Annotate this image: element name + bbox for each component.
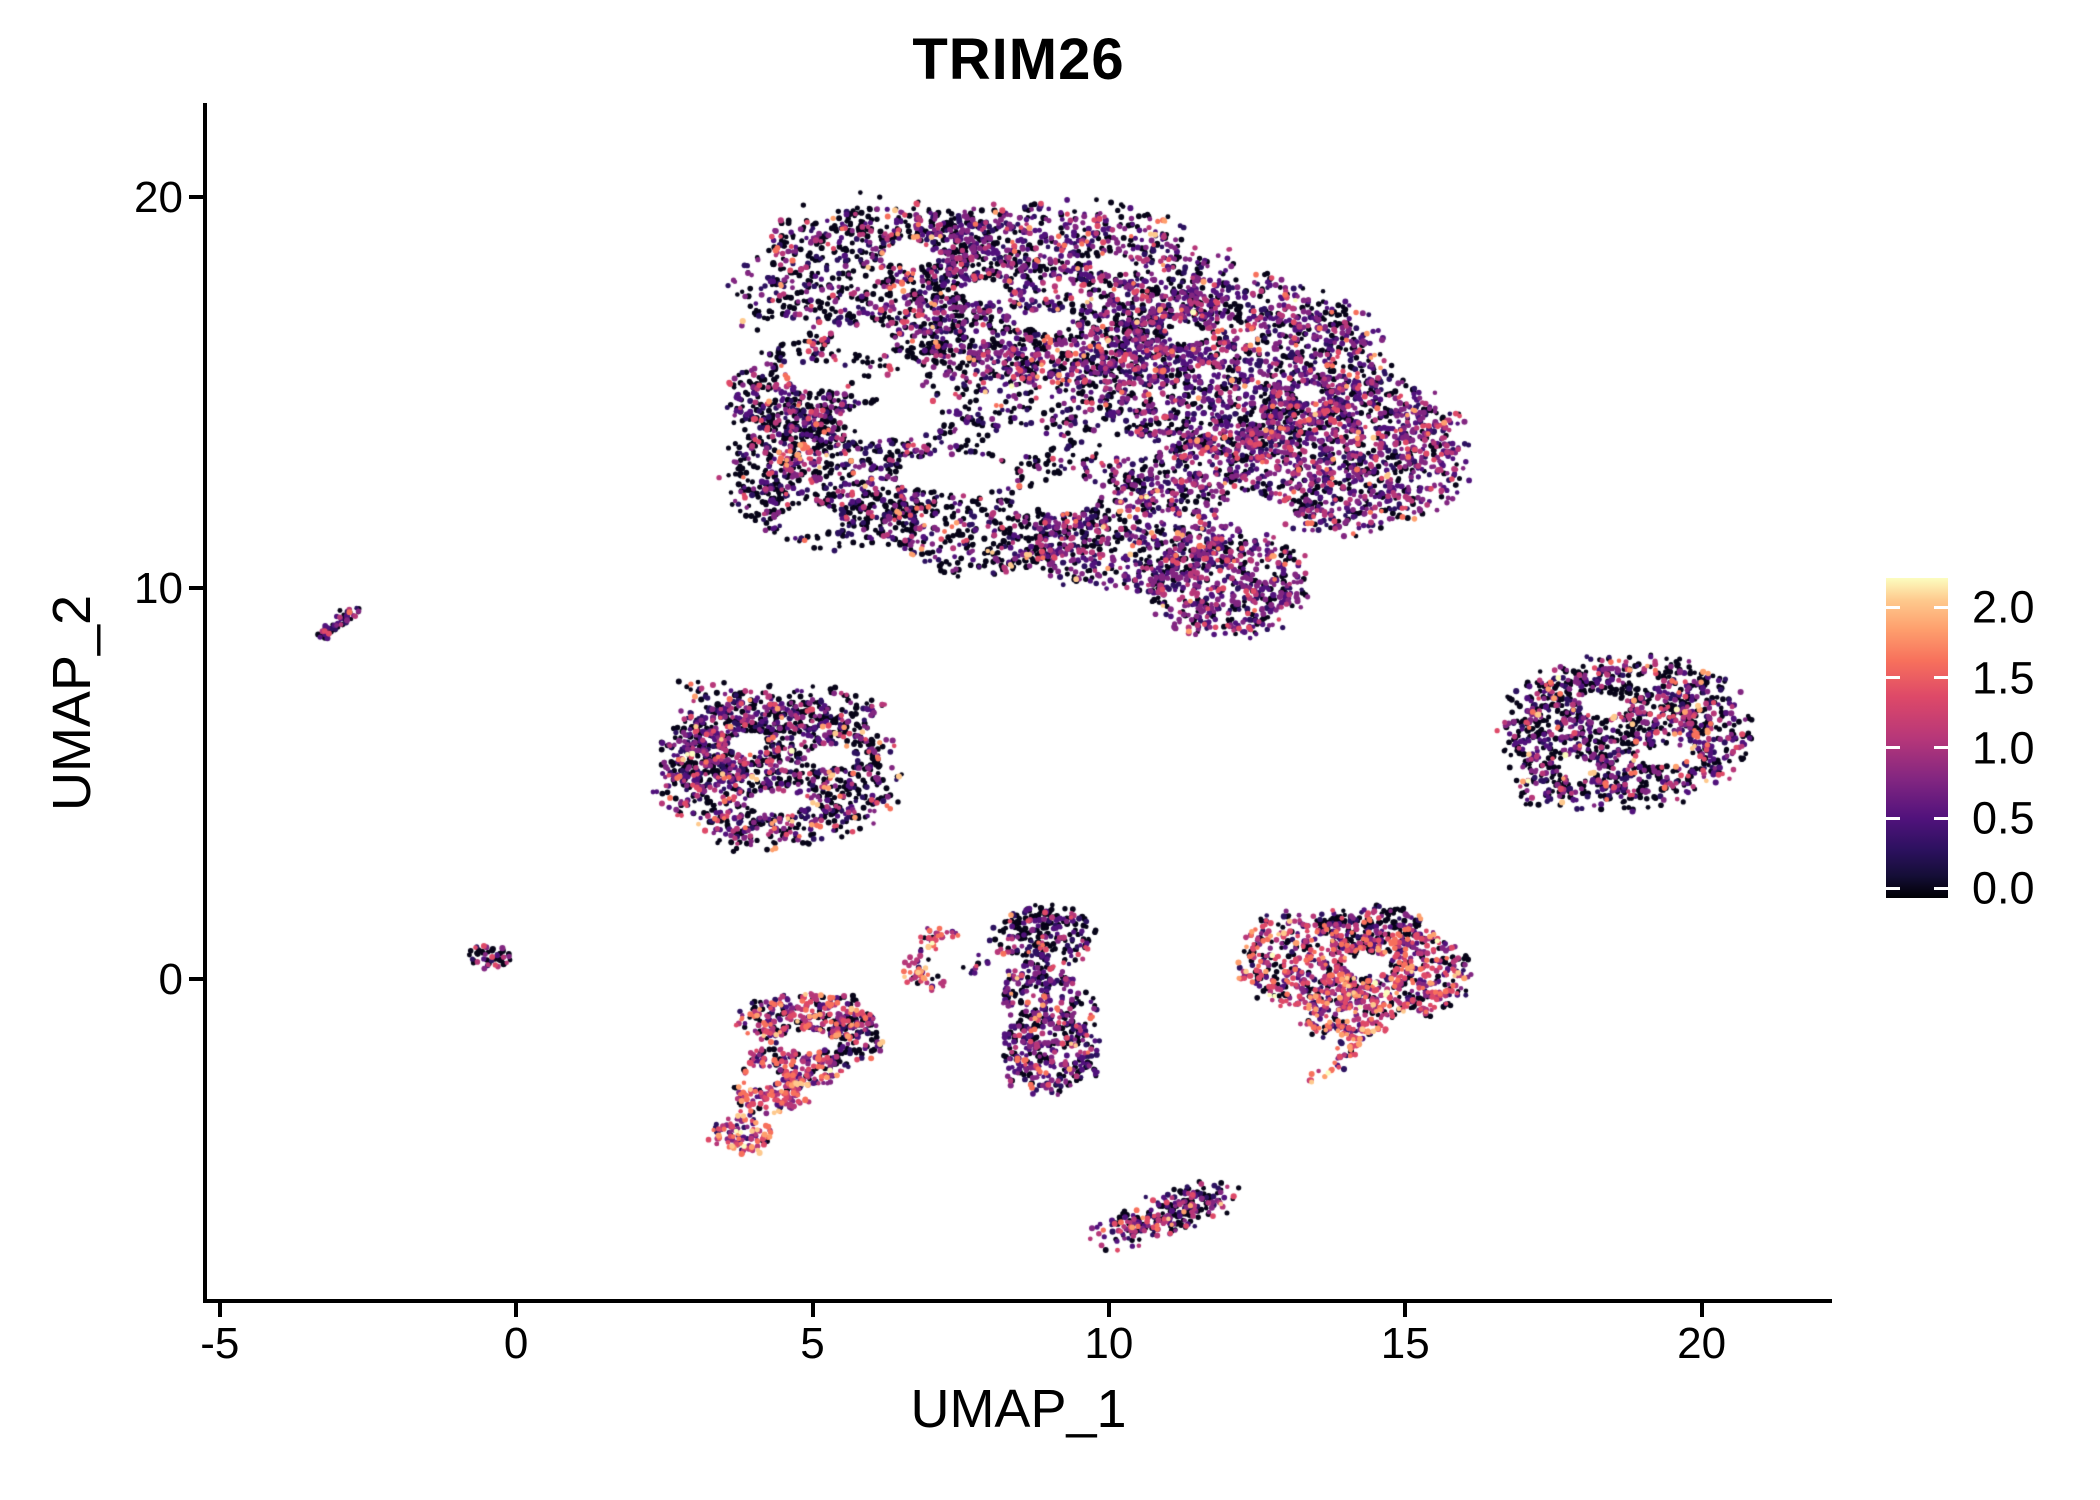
colorbar-tick-mark <box>1886 886 1900 890</box>
x-tick-mark <box>514 1303 519 1317</box>
x-tick-mark <box>1403 1303 1408 1317</box>
y-tick-mark <box>189 194 203 199</box>
y-tick-mark <box>189 585 203 590</box>
colorbar-tick-label: 1.5 <box>1972 652 2035 704</box>
y-tick-mark <box>189 976 203 981</box>
colorbar-tick-mark <box>1934 676 1948 680</box>
y-tick-label: 10 <box>134 563 183 613</box>
colorbar-tick-label: 0.5 <box>1972 792 2035 844</box>
colorbar-tick-mark <box>1934 816 1948 820</box>
colorbar-tick-mark <box>1886 605 1900 609</box>
y-axis-line <box>203 103 207 1303</box>
colorbar-tick-label: 1.0 <box>1972 722 2035 774</box>
colorbar-gradient <box>1886 578 1948 898</box>
x-tick-mark <box>217 1303 222 1317</box>
y-axis-title: UMAP_2 <box>42 594 102 812</box>
x-tick-label: 20 <box>1677 1319 1727 1368</box>
colorbar-tick-mark <box>1934 746 1948 750</box>
colorbar-tick-mark <box>1886 816 1900 820</box>
plot-title: TRIM26 <box>912 27 1125 92</box>
colorbar-tick-mark <box>1934 886 1948 890</box>
x-tick-mark <box>810 1303 815 1317</box>
x-tick-mark <box>1106 1303 1111 1317</box>
y-tick-label: 20 <box>134 172 183 222</box>
x-tick-label: 15 <box>1380 1319 1430 1368</box>
colorbar-tick-mark <box>1886 676 1900 680</box>
colorbar-tick-label: 2.0 <box>1972 581 2035 633</box>
x-tick-label: -5 <box>200 1319 240 1368</box>
x-tick-mark <box>1699 1303 1704 1317</box>
colorbar-tick-mark <box>1886 746 1900 750</box>
x-tick-label: 0 <box>503 1319 529 1368</box>
x-tick-label: 5 <box>800 1319 825 1368</box>
x-tick-label: 10 <box>1084 1319 1134 1368</box>
y-tick-label: 0 <box>158 954 183 1004</box>
x-axis-title: UMAP_1 <box>910 1379 1127 1439</box>
x-axis-line <box>203 1299 1832 1303</box>
colorbar-tick-mark <box>1934 605 1948 609</box>
colorbar-tick-label: 0.0 <box>1972 862 2035 914</box>
